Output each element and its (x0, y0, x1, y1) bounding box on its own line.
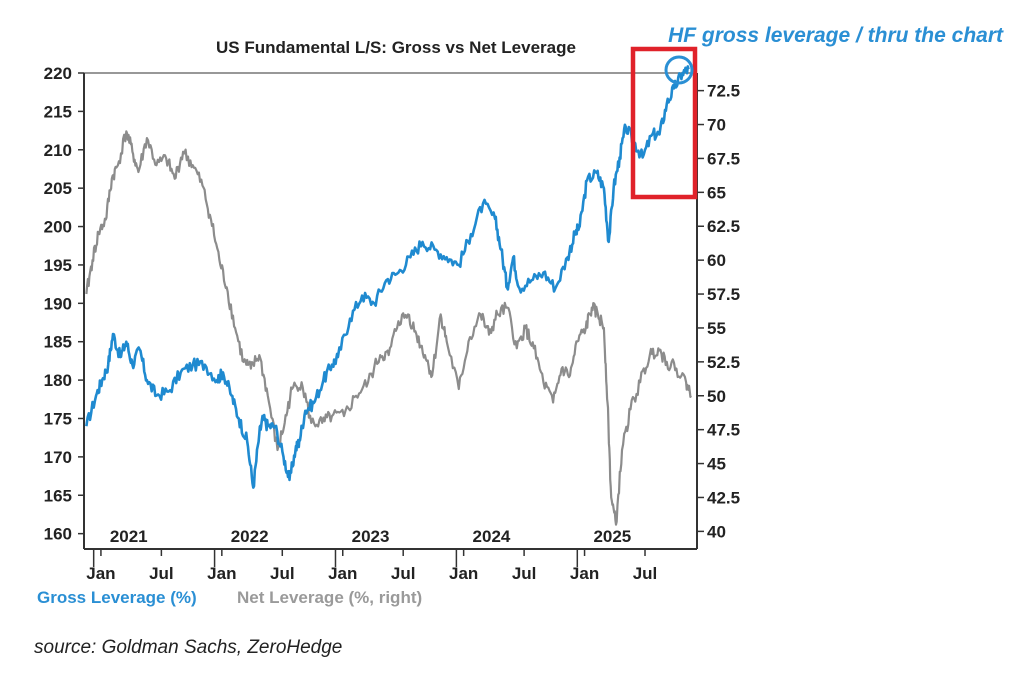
right-tick-label: 70 (707, 116, 726, 135)
x-month-label: Jan (207, 564, 236, 583)
left-tick-label: 210 (44, 141, 72, 160)
right-tick-label: 57.5 (707, 285, 740, 304)
left-tick-label: 190 (44, 294, 72, 313)
left-tick-label: 195 (44, 256, 72, 275)
left-tick-label: 165 (44, 486, 72, 505)
x-month-label: Jul (391, 564, 416, 583)
chart-title: US Fundamental L/S: Gross vs Net Leverag… (216, 38, 576, 57)
left-tick-label: 220 (44, 64, 72, 83)
right-tick-label: 42.5 (707, 488, 740, 507)
left-tick-label: 175 (44, 409, 72, 428)
right-tick-label: 45 (707, 455, 726, 474)
left-tick-label: 180 (44, 371, 72, 390)
x-month-label: Jul (149, 564, 174, 583)
right-tick-label: 52.5 (707, 353, 740, 372)
left-tick-label: 160 (44, 525, 72, 544)
highlight-circle (664, 55, 694, 85)
right-tick-label: 55 (707, 319, 726, 338)
source-note: source: Goldman Sachs, ZeroHedge (34, 637, 343, 658)
x-month-label: Jul (512, 564, 537, 583)
x-year-label: 2024 (473, 527, 511, 546)
x-month-label: Jan (570, 564, 599, 583)
x-month-label: Jul (633, 564, 658, 583)
left-tick-label: 215 (44, 102, 72, 121)
x-year-label: 2025 (593, 527, 631, 546)
x-month-label: Jul (270, 564, 295, 583)
left-tick-label: 185 (44, 333, 72, 352)
right-tick-label: 72.5 (707, 82, 740, 101)
right-tick-label: 50 (707, 387, 726, 406)
x-month-label: Jan (86, 564, 115, 583)
x-year-label: 2021 (110, 527, 148, 546)
right-tick-label: 60 (707, 251, 726, 270)
left-axis-ticks: 220 215 210 205 200 195 190 185 180 175 170 165 160 (44, 64, 84, 544)
legend-net: Net Leverage (%, right) (237, 588, 423, 607)
right-tick-label: 40 (707, 522, 726, 541)
plot-frame (83, 72, 698, 550)
gross-leverage-line (85, 65, 690, 489)
net-leverage-line (85, 130, 692, 526)
x-year-label: 2023 (352, 527, 390, 546)
left-tick-label: 205 (44, 179, 72, 198)
annotation-text: HF gross leverage / thru the chart (668, 24, 1004, 47)
right-axis-ticks: 72.5 70 67.5 65 62.5 60 57.5 55 52.5 50 47.5 45 42.5… (697, 82, 740, 541)
left-tick-label: 170 (44, 448, 72, 467)
x-month-label: Jan (449, 564, 478, 583)
highlight-box (630, 46, 698, 200)
legend-gross: Gross Leverage (%) (37, 588, 197, 607)
right-tick-label: 67.5 (707, 149, 740, 168)
right-tick-label: 65 (707, 183, 726, 202)
x-month-label: Jan (328, 564, 357, 583)
x-year-label: 2022 (231, 527, 269, 546)
left-tick-label: 200 (44, 218, 72, 237)
right-tick-label: 62.5 (707, 217, 740, 236)
right-tick-label: 47.5 (707, 421, 740, 440)
